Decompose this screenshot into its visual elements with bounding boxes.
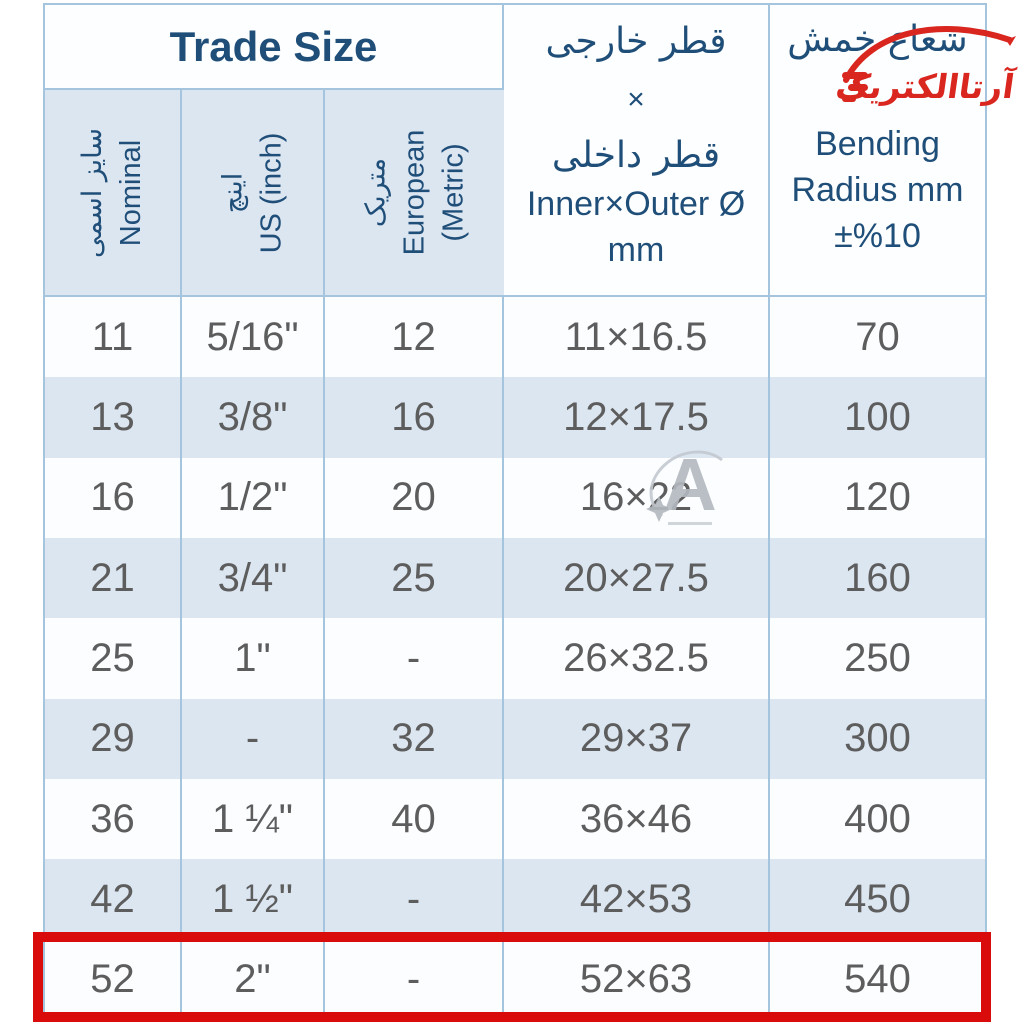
times-sign: × [627, 83, 645, 116]
table-cell: 32 [325, 698, 504, 779]
table-cell: 540 [844, 957, 911, 1002]
table-cell: - [182, 698, 325, 779]
table-cell: 400 [844, 796, 911, 841]
col-header-nominal: سایز اسمی Nominal [45, 90, 182, 295]
table-cell: 36×46 [504, 778, 770, 860]
outer-diameter-label-fa: قطر خارجی [545, 21, 727, 62]
table-cell: 3/8" [182, 377, 325, 458]
bending-tolerance: ±%10 [834, 217, 921, 255]
table-cell: 1" [182, 618, 325, 699]
inner-diameter-label-fa: قطر داخلی [551, 135, 721, 176]
table-row: 21 3/4" 25 20×27.5 160 [45, 537, 985, 619]
table-cell: 13 [45, 377, 182, 458]
bending-label-fa: شعاع خمش [787, 19, 968, 60]
bending-label-en1: Bending [815, 125, 940, 163]
table-cell: 1 ¼" [182, 778, 325, 860]
table-cell: 250 [844, 635, 911, 680]
trade-size-group: Trade Size سایز اسمی Nominal اینچ US (in… [45, 5, 504, 295]
metric-label-en2: (Metric) [437, 143, 469, 242]
table-cell: 100 [844, 394, 911, 439]
nominal-label-en: Nominal [115, 139, 148, 246]
col-header-bending: شعاع خمش Bending Radius mm ±%10 [770, 5, 985, 295]
table-cell: 3/4" [182, 537, 325, 619]
table-cell: 11×16.5 [504, 297, 770, 378]
table-cell: 52×63 [504, 939, 770, 1020]
metric-label-en: European [398, 129, 430, 256]
col-header-diameter: قطر خارجی × قطر داخلی Inner×Outer Ø mm [504, 5, 770, 295]
table-cell: 70 [855, 314, 900, 359]
table-cell: 1/2" [182, 457, 325, 538]
spec-table: Trade Size سایز اسمی Nominal اینچ US (in… [43, 3, 987, 1021]
table-cell: 2" [182, 939, 325, 1020]
table-cell: 25 [45, 618, 182, 699]
table-cell: 20 [325, 457, 504, 538]
inch-label-en: US (inch) [255, 132, 288, 253]
table-cell: 21 [45, 537, 182, 619]
watermark-logo: A [646, 443, 723, 526]
table-cell: 12 [325, 297, 504, 378]
table-cell: 5/16" [182, 297, 325, 378]
logo-text: آرتاالکتریک [833, 67, 1017, 106]
table-cell: 42 [45, 859, 182, 940]
table-cell: - [325, 939, 504, 1020]
table-row: 11 5/16" 12 11×16.5 70 [45, 297, 985, 378]
table-row: 29-32 29×37 300 [45, 698, 985, 779]
table-cell: 450 [844, 876, 911, 921]
table-cell: 29 [45, 698, 182, 779]
table-header: Trade Size سایز اسمی Nominal اینچ US (in… [45, 5, 985, 297]
table-body: 11 5/16" 12 11×16.5 70 13 3/8" 16 12×17.5 100 16 1/… [45, 297, 985, 1020]
metric-label-fa: متریک [360, 157, 391, 228]
trade-size-header: Trade Size [45, 5, 504, 90]
inch-label-fa: اینچ [217, 172, 249, 213]
table-row: 16 1/2" 20 16×22 120 [45, 457, 985, 538]
table-cell: 160 [844, 555, 911, 600]
table-cell: 29×37 [504, 698, 770, 779]
rotated-header-row: سایز اسمی Nominal اینچ US (inch) متریک [45, 90, 504, 295]
table-cell: 25 [325, 537, 504, 619]
table-cell: 26×32.5 [504, 618, 770, 699]
table-row: 42 1 ½" -42×53 450 [45, 859, 985, 940]
table-cell: 42×53 [504, 859, 770, 940]
table-cell: 1 ½" [182, 859, 325, 940]
table-cell: - [325, 859, 504, 940]
table-cell: 52 [45, 939, 182, 1020]
table-cell: 16 [325, 377, 504, 458]
table-cell: 120 [844, 475, 911, 520]
table-row: 25 1" -26×32.5 250 [45, 618, 985, 699]
bending-label-en2: Radius mm [791, 171, 964, 209]
table-cell: 20×27.5 [504, 537, 770, 619]
table-row: 52 2" -52×63 540 [45, 939, 985, 1020]
table-cell: 16×22 [504, 457, 770, 538]
watermark-letter: A [663, 443, 716, 526]
table-cell: 36 [45, 778, 182, 860]
table-cell: 300 [844, 716, 911, 761]
table-cell: - [325, 618, 504, 699]
table-cell: 40 [325, 778, 504, 860]
col-header-us-inch: اینچ US (inch) [182, 90, 325, 295]
arta-electric-logo: آرتاالکتریک [833, 14, 1018, 110]
diameter-label-en: Inner×Outer Ø [526, 185, 746, 223]
col-header-metric: متریک European (Metric) [325, 90, 504, 295]
table-cell: 11 [45, 297, 182, 378]
table-cell: 16 [45, 457, 182, 538]
table-row: 13 3/8" 16 12×17.5 100 [45, 377, 985, 458]
table-row: 36 1 ¼" 40 36×46 400 [45, 778, 985, 860]
nominal-label-fa: سایز اسمی [77, 127, 109, 258]
table-cell: 12×17.5 [504, 377, 770, 458]
logo-swoosh-icon [842, 26, 1016, 102]
diameter-unit: mm [607, 231, 665, 269]
